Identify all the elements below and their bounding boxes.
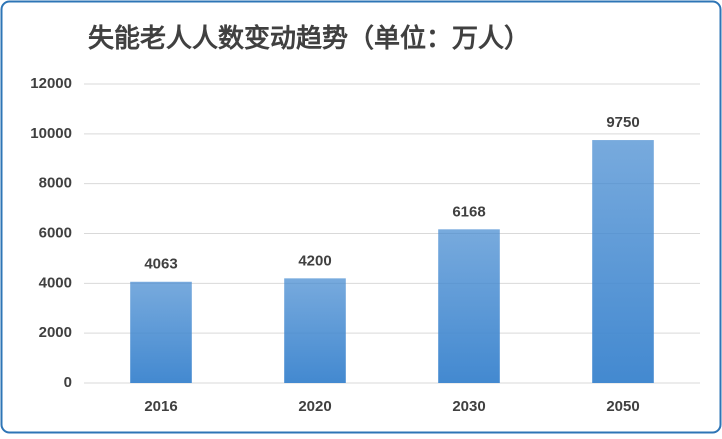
y-tick-label: 12000 <box>30 75 72 92</box>
y-tick-label: 10000 <box>30 125 72 142</box>
x-tick-label: 2016 <box>144 398 177 415</box>
y-tick-label: 2000 <box>39 324 72 341</box>
value-label: 9750 <box>606 114 639 131</box>
bar <box>592 140 654 383</box>
x-tick-label: 2050 <box>606 398 639 415</box>
y-tick-label: 6000 <box>39 224 72 241</box>
bar <box>438 229 500 383</box>
value-label: 6168 <box>452 203 485 220</box>
x-tick-label: 2030 <box>452 398 485 415</box>
value-label: 4063 <box>144 256 177 273</box>
bar <box>130 281 192 383</box>
y-tick-label: 8000 <box>39 175 72 192</box>
y-tick-label: 4000 <box>39 274 72 291</box>
y-tick-label: 0 <box>64 374 72 391</box>
chart-title: 失能老人人数变动趋势（单位：万人） <box>88 23 530 53</box>
x-tick-label: 2020 <box>298 398 331 415</box>
bar <box>284 278 346 383</box>
value-label: 4200 <box>298 252 331 269</box>
